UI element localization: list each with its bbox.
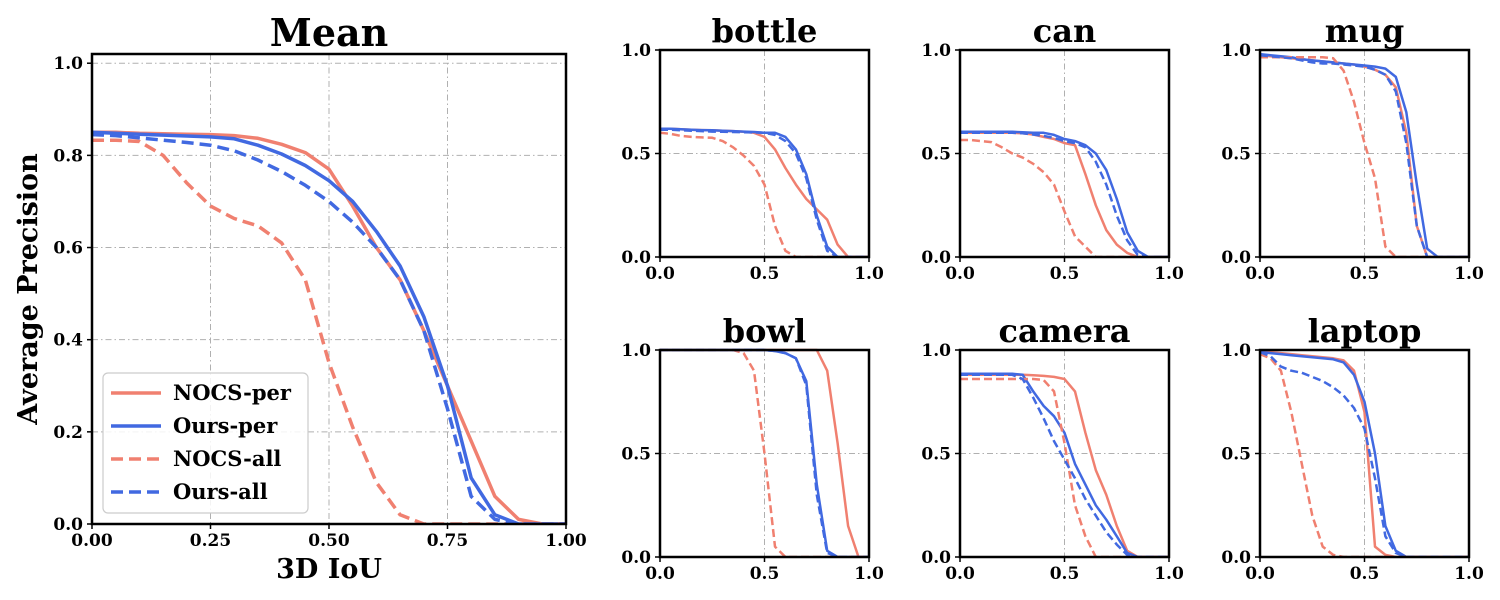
chart-title: Mean — [270, 10, 389, 55]
legend-box — [102, 372, 309, 514]
series-line-ours-all — [960, 131, 1169, 257]
y-tick-label: 1.0 — [921, 341, 951, 361]
chart-title: camera — [998, 312, 1130, 350]
series-group — [1260, 350, 1469, 557]
series-line-ours-all — [92, 132, 566, 524]
x-tick-label: 0.75 — [427, 531, 468, 551]
x-tick-label: 0.0 — [945, 564, 975, 584]
y-tick-label: 0.0 — [621, 248, 651, 268]
chart-title: laptop — [1308, 312, 1422, 350]
x-tick-label: 0.5 — [750, 564, 780, 584]
series-line-ours-all — [660, 128, 869, 257]
x-tick-label: 0.0 — [645, 264, 675, 284]
x-tick-label: 0.25 — [190, 531, 231, 551]
legend: NOCS-per Ours-per NOCS-all Ours-all — [102, 372, 309, 514]
series-line-nocs-all — [960, 377, 1169, 557]
x-axis-label: 3D IoU — [276, 554, 382, 585]
series-group — [660, 127, 869, 257]
series-line-ours-per — [92, 130, 566, 524]
y-axis-label: Average Precision — [13, 153, 44, 426]
series-group — [1260, 52, 1469, 257]
legend-entry: Ours-all — [173, 479, 268, 504]
y-tick-label: 0.0 — [921, 548, 951, 568]
series-line-nocs-all — [660, 348, 869, 557]
y-tick-label: 0.4 — [53, 331, 83, 351]
y-tick-label: 1.0 — [53, 54, 83, 74]
x-tick-label: 0.5 — [1350, 264, 1380, 284]
y-tick-label: 0.8 — [53, 146, 83, 166]
series-line-ours-all — [660, 348, 869, 557]
panel-bowl: bowl 0.0 0.5 1.0 0.0 0.5 1.0 — [621, 312, 884, 584]
panel-mug: mug 0.0 0.5 1.0 0.0 0.5 1.0 — [1221, 12, 1484, 284]
y-tick-label: 0.2 — [53, 423, 83, 443]
x-tick-label: 1.0 — [854, 264, 884, 284]
panel-camera: camera 0.0 0.5 1.0 0.0 0.5 1.0 — [921, 312, 1184, 584]
x-tick-label: 1.0 — [1154, 564, 1184, 584]
series-line-ours-per — [960, 130, 1169, 257]
x-tick-label: 0.50 — [308, 531, 350, 551]
x-tick-label: 1.0 — [854, 564, 884, 584]
x-tick-label: 0.0 — [1245, 264, 1275, 284]
x-tick-label: 0.0 — [1245, 564, 1275, 584]
x-tick-label: 0.00 — [71, 531, 113, 551]
y-tick-label: 0.0 — [1221, 548, 1251, 568]
legend-entry: Ours-per — [173, 413, 278, 438]
x-tick-label: 0.5 — [750, 264, 780, 284]
y-tick-label: 0.0 — [921, 248, 951, 268]
y-tick-label: 0.5 — [621, 445, 651, 465]
y-tick-label: 0.5 — [621, 145, 651, 165]
y-tick-label: 0.5 — [921, 445, 951, 465]
chart-title: can — [1033, 12, 1096, 50]
chart-title: bottle — [712, 12, 818, 50]
x-tick-label: 1.00 — [545, 531, 587, 551]
series-group — [960, 130, 1169, 257]
y-tick-label: 0.6 — [53, 239, 83, 259]
legend-entry: NOCS-all — [173, 446, 281, 471]
legend-entry: NOCS-per — [173, 380, 292, 405]
x-tick-label: 0.0 — [945, 264, 975, 284]
x-tick-label: 0.0 — [645, 564, 675, 584]
x-tick-label: 0.5 — [1050, 264, 1080, 284]
y-tick-label: 0.5 — [1221, 445, 1251, 465]
x-tick-label: 0.5 — [1050, 564, 1080, 584]
y-tick-label: 0.0 — [53, 515, 83, 535]
y-tick-label: 1.0 — [1221, 341, 1251, 361]
series-line-ours-per — [1260, 350, 1469, 557]
x-tick-label: 1.0 — [1454, 264, 1484, 284]
panel-laptop: laptop 0.0 0.5 1.0 0.0 0.5 1.0 — [1221, 312, 1484, 584]
y-tick-label: 1.0 — [921, 41, 951, 61]
y-tick-label: 0.5 — [1221, 145, 1251, 165]
y-tick-label: 1.0 — [621, 341, 651, 361]
series-group — [92, 130, 566, 524]
x-tick-label: 1.0 — [1454, 564, 1484, 584]
panel-bottle: bottle 0.0 0.5 1.0 0.0 0.5 1.0 — [621, 12, 884, 284]
series-line-nocs-all — [660, 131, 869, 257]
panel-can: can 0.0 0.5 1.0 0.0 0.5 1.0 — [921, 12, 1184, 284]
y-tick-label: 1.0 — [621, 41, 651, 61]
series-line-ours-all — [1260, 350, 1469, 557]
series-line-nocs-all — [960, 138, 1169, 257]
x-tick-label: 0.5 — [1350, 564, 1380, 584]
y-tick-label: 1.0 — [1221, 41, 1251, 61]
panel-mean: Mean 0.00 0.25 0.50 0.75 1.00 0.0 0.2 0.4 0.6 0.8 1… — [13, 10, 587, 585]
y-tick-label: 0.5 — [921, 145, 951, 165]
chart-title: mug — [1325, 12, 1405, 50]
x-tick-label: 1.0 — [1154, 264, 1184, 284]
y-tick-label: 0.0 — [621, 548, 651, 568]
y-tick-label: 0.0 — [1221, 248, 1251, 268]
series-line-nocs-all — [1260, 352, 1469, 557]
chart-title: bowl — [723, 312, 806, 350]
series-line-ours-per — [1260, 52, 1469, 257]
